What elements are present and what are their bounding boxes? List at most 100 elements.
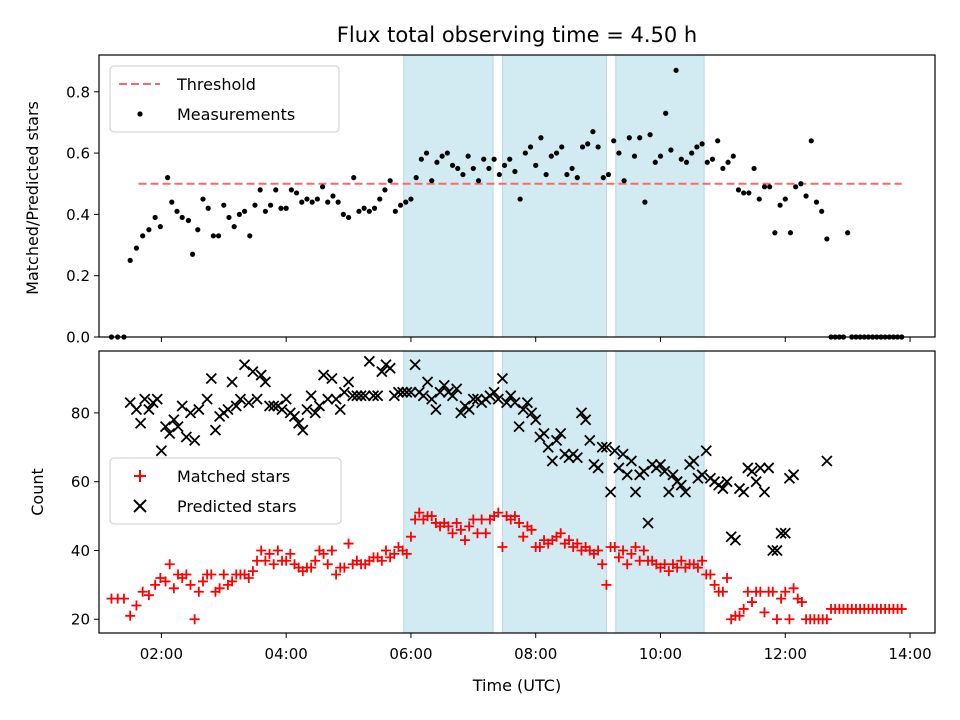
matched-stars-point [638, 545, 649, 556]
measurements-point [631, 153, 638, 159]
matched-stars-point [776, 593, 787, 604]
predicted-stars-point [372, 390, 384, 402]
matched-stars-point [746, 597, 757, 608]
predicted-stars-point [604, 486, 617, 498]
measurements-point [226, 214, 232, 221]
measurements-point [621, 178, 627, 184]
measurements-point [387, 178, 393, 184]
x-tick-label: 12:00 [764, 645, 807, 663]
predicted-stars-point [247, 365, 259, 378]
predicted-stars-point [679, 486, 692, 498]
measurements-point [767, 184, 773, 190]
matched-stars-point [526, 524, 537, 535]
measurements-point [434, 159, 440, 165]
measurements-point [533, 162, 539, 168]
matched-stars-point [426, 511, 437, 522]
predicted-stars-point [263, 400, 276, 412]
predicted-stars-point [575, 407, 588, 419]
matched-stars-point [322, 559, 333, 570]
y-tick-label: 0.6 [66, 145, 90, 163]
matched-stars-point [281, 555, 292, 566]
matched-stars-point [630, 542, 641, 553]
predicted-stars-point [667, 469, 679, 481]
measurements-point [267, 202, 274, 208]
matched-stars-point [268, 559, 279, 570]
predicted-stars-point [592, 462, 604, 474]
measurements-point [319, 184, 326, 190]
x-tick-label: 10:00 [639, 645, 682, 663]
predicted-stars-point [276, 403, 288, 416]
measurements-point [678, 156, 684, 162]
measurements-point [600, 175, 606, 181]
matched-stars-point [401, 548, 412, 559]
matched-stars-point [821, 614, 832, 625]
measurements-point [195, 227, 201, 233]
matched-stars-point [593, 545, 604, 556]
y-tick-label: 60 [71, 473, 90, 491]
matched-stars-point [759, 607, 770, 618]
predicted-stars-point [746, 465, 758, 478]
predicted-stars-point [359, 390, 371, 402]
measurements-point [273, 187, 279, 193]
measurements-point [517, 196, 523, 202]
predicted-stars-point [234, 393, 247, 405]
matched-stars-point [601, 579, 612, 590]
measurements-point [221, 202, 227, 208]
predicted-stars-point [542, 441, 554, 453]
measurements-point [569, 165, 575, 172]
predicted-stars-point [255, 369, 267, 381]
measurements-point [787, 230, 794, 236]
matched-stars-point [339, 562, 350, 573]
matched-stars-point [622, 559, 633, 570]
y-tick-label: 0.0 [66, 329, 90, 347]
predicted-stars-point [600, 441, 613, 453]
predicted-stars-point [638, 465, 650, 478]
measurements-point [241, 208, 248, 214]
observing-interval-2 [501, 54, 607, 338]
predicted-legend-marker [133, 499, 147, 513]
measurements-point [730, 153, 736, 159]
predicted-stars-point [417, 390, 430, 402]
matched-stars-point [613, 552, 624, 563]
predicted-stars-point [301, 403, 313, 416]
predicted-stars-point [779, 527, 791, 539]
measurements-point [361, 205, 367, 211]
measurements-point [252, 202, 258, 208]
measurements-point [579, 144, 586, 150]
measurements-point [694, 144, 700, 150]
measurements-point [704, 159, 710, 165]
measurements-point [157, 224, 163, 230]
predicted-stars-point [347, 390, 359, 402]
measurements-point [793, 184, 799, 190]
predicted-stars-point [168, 414, 180, 426]
matched-stars-point [784, 614, 795, 625]
measurements-point [798, 181, 804, 187]
measurements-point [439, 153, 445, 159]
measurements-point [288, 187, 294, 193]
predicted-stars-point [530, 414, 542, 426]
predicted-stars-point [280, 393, 292, 405]
matched-stars-point [464, 521, 475, 532]
predicted-stars-point [654, 458, 667, 471]
measurements-point [819, 208, 825, 214]
legend-matched-label: Matched stars [177, 467, 290, 486]
measurements-point [756, 196, 762, 202]
predicted-stars-point [771, 544, 783, 557]
predicted-stars-point [787, 469, 800, 481]
matched-stars-point [780, 586, 791, 597]
axes-frame [98, 350, 936, 634]
predicted-stars-point [226, 376, 238, 388]
matched-stars-point [247, 566, 258, 577]
predicted-stars-point [455, 407, 467, 419]
measurements-point [725, 159, 731, 165]
count-ylabel: Count [28, 468, 47, 516]
measurements-point [403, 199, 409, 205]
matched-stars-point [118, 593, 129, 604]
measurements-point [429, 178, 435, 184]
measurements-point [720, 165, 726, 172]
measurements-point [605, 171, 612, 178]
matched-stars-point [796, 597, 807, 608]
measurements-point [746, 190, 752, 196]
predicted-stars-point [729, 534, 741, 546]
matched-stars-point [705, 569, 716, 580]
